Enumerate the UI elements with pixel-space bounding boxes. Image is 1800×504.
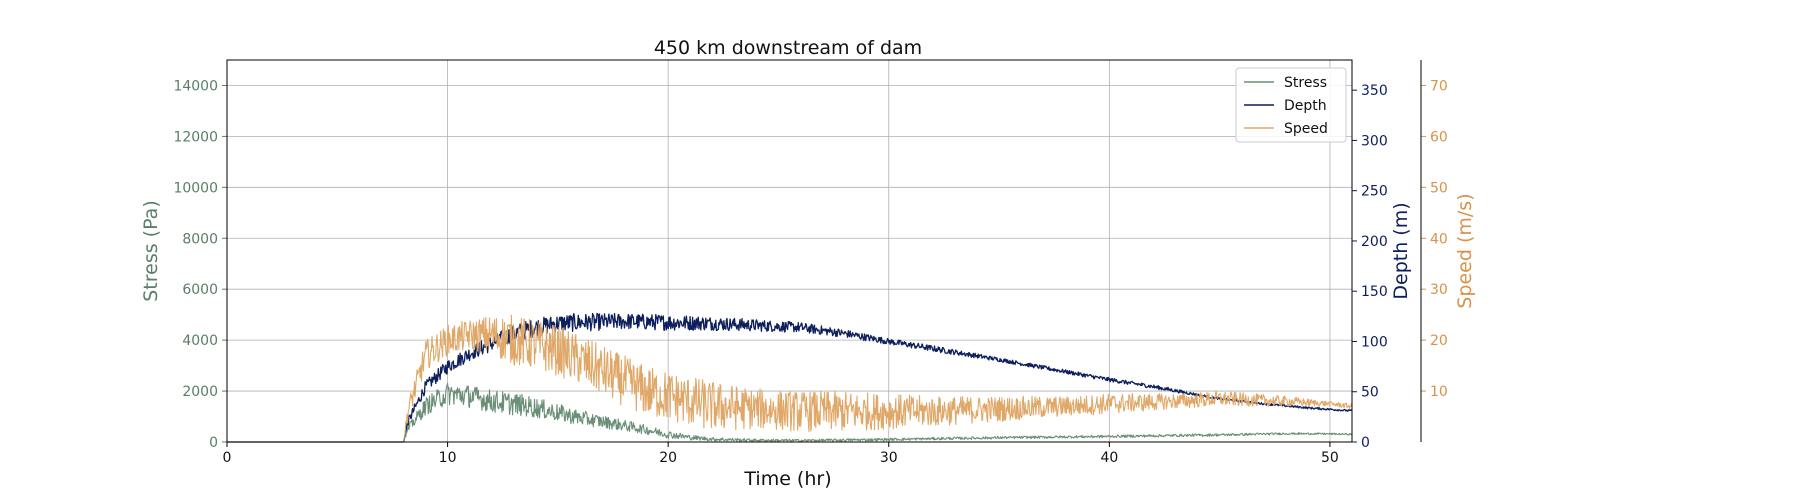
- speed-tick-label: 20: [1430, 333, 1448, 349]
- stress-tick-label: 2000: [182, 384, 218, 400]
- depth-tick-label: 50: [1361, 385, 1379, 401]
- grid-layer: [226, 60, 1352, 442]
- x-tick-label: 30: [880, 450, 898, 466]
- stress-tick-label: 10000: [173, 180, 218, 196]
- stress-tick-label: 0: [209, 435, 218, 451]
- x-tick-label: 50: [1321, 450, 1339, 466]
- speed-tick-label: 60: [1430, 129, 1448, 145]
- depth-tick-label: 150: [1361, 284, 1388, 300]
- series-layer: [226, 312, 1353, 443]
- legend-label-speed: Speed: [1284, 121, 1328, 137]
- stress-tick-label: 8000: [182, 231, 218, 247]
- chart-title: 450 km downstream of dam: [654, 37, 922, 59]
- series-line-stress: [227, 382, 1353, 443]
- stress-tick-label: 6000: [182, 282, 218, 298]
- speed-tick-label: 10: [1430, 384, 1448, 400]
- depth-axis-title: Depth (m): [1390, 202, 1412, 299]
- depth-tick-label: 100: [1361, 334, 1388, 350]
- stress-tick-label: 14000: [173, 78, 218, 94]
- stress-tick-label: 12000: [173, 129, 218, 145]
- depth-tick-label: 200: [1361, 234, 1388, 250]
- stress-tick-label: 4000: [182, 333, 218, 349]
- speed-axis-title: Speed (m/s): [1454, 193, 1476, 308]
- legend-label-depth: Depth: [1284, 98, 1327, 114]
- legend-box: [1235, 67, 1347, 143]
- speed-tick-label: 40: [1430, 231, 1448, 247]
- plot-frame: [226, 59, 1353, 443]
- depth-tick-label: 0: [1361, 435, 1370, 451]
- series-line-depth: [226, 312, 1353, 443]
- series-line-speed: [227, 314, 1353, 443]
- x-axis-title: Time (hr): [743, 468, 831, 490]
- depth-tick-label: 250: [1361, 184, 1388, 200]
- legend-label-stress: Stress: [1284, 75, 1327, 91]
- axis-layer: 0 10 20 30 40 5002000400060008000100001200014…: [140, 59, 1476, 466]
- stress-axis-title: Stress (Pa): [140, 200, 162, 302]
- x-tick-label: 40: [1100, 450, 1118, 466]
- speed-tick-label: 50: [1430, 180, 1448, 196]
- speed-tick-label: 30: [1430, 282, 1448, 298]
- depth-tick-label: 300: [1361, 133, 1388, 149]
- legend: Stress Depth Speed: [1235, 67, 1347, 143]
- x-tick-label: 0: [223, 450, 232, 466]
- x-tick-label: 20: [659, 450, 677, 466]
- speed-tick-label: 70: [1430, 78, 1448, 94]
- depth-tick-label: 350: [1361, 83, 1388, 99]
- x-tick-label: 10: [439, 450, 457, 466]
